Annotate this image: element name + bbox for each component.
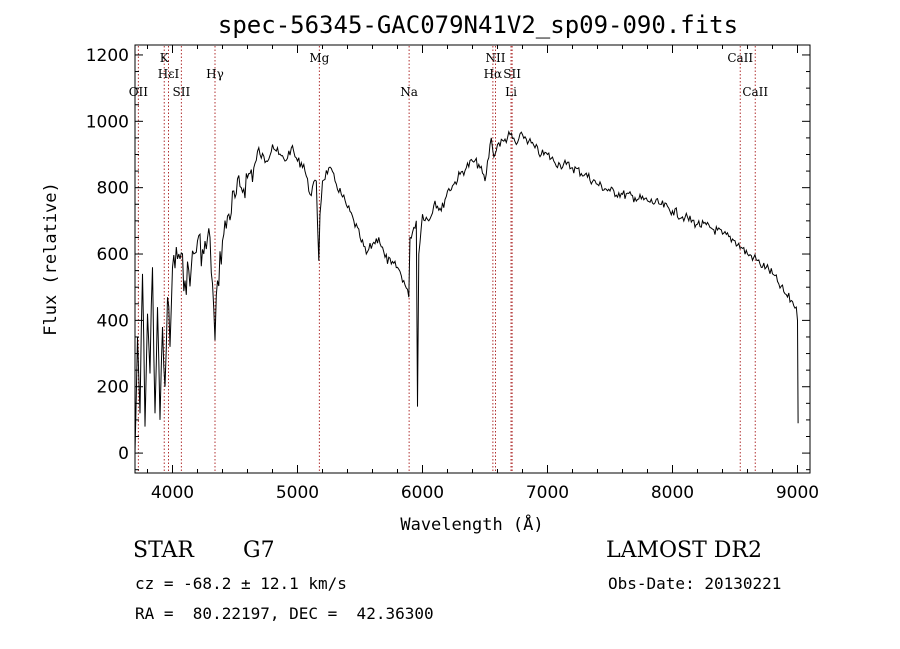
y-axis-label: Flux (relative) — [41, 182, 61, 336]
plot-frame — [134, 44, 811, 474]
spectrum-line — [134, 130, 799, 454]
y-tick-label: 800 — [97, 179, 129, 199]
y-tick-label: 1000 — [86, 112, 129, 132]
y-tick-label: 400 — [97, 311, 129, 331]
object-class: STAR — [133, 538, 194, 563]
y-tick-label: 600 — [97, 245, 129, 265]
spectral-line-label: HεI — [158, 67, 180, 81]
spectral-line-label: NII — [486, 51, 506, 65]
coordinates-readout: RA = 80.22197, DEC = 42.36300 — [135, 604, 434, 623]
spectral-line-label: Hα — [484, 67, 503, 81]
x-tick-label: 8000 — [651, 483, 694, 503]
spectral-line-label: K — [160, 51, 170, 65]
x-tick-label: 5000 — [276, 483, 319, 503]
spectral-line-label: Li — [505, 85, 517, 99]
redshift-readout: cz = -68.2 ± 12.1 km/s — [135, 574, 347, 593]
x-axis: 4000 5000 6000 7000 8000 9000 — [147, 45, 819, 503]
spectral-line-label: SII — [173, 85, 191, 99]
x-axis-label: Wavelength (Å) — [400, 513, 543, 535]
y-tick-label: 1200 — [86, 46, 129, 66]
spectral-line-label: CaII — [727, 51, 753, 65]
x-tick-label: 9000 — [776, 483, 819, 503]
survey-name: LAMOST DR2 — [606, 538, 762, 563]
spectral-line-label: Na — [400, 85, 418, 99]
x-tick-label: 4000 — [151, 483, 194, 503]
spectral-line-label: CaII — [742, 85, 768, 99]
spectral-line-label: Hγ — [206, 67, 224, 81]
observation-date: Obs-Date: 20130221 — [608, 574, 782, 593]
spectral-line-label: SII — [503, 67, 521, 81]
y-tick-label: 200 — [97, 378, 129, 398]
x-tick-label: 7000 — [526, 483, 569, 503]
x-tick-label: 6000 — [401, 483, 444, 503]
object-subclass: G7 — [243, 538, 275, 563]
y-axis: 0 200 400 600 800 1000 1200 — [86, 46, 810, 471]
spectral-line-label: Mg — [309, 51, 329, 65]
y-tick-label: 0 — [118, 444, 129, 464]
chart-title: spec-56345-GAC079N41V2_sp09-090.fits — [218, 11, 738, 39]
spectral-line-label: OII — [129, 85, 149, 99]
